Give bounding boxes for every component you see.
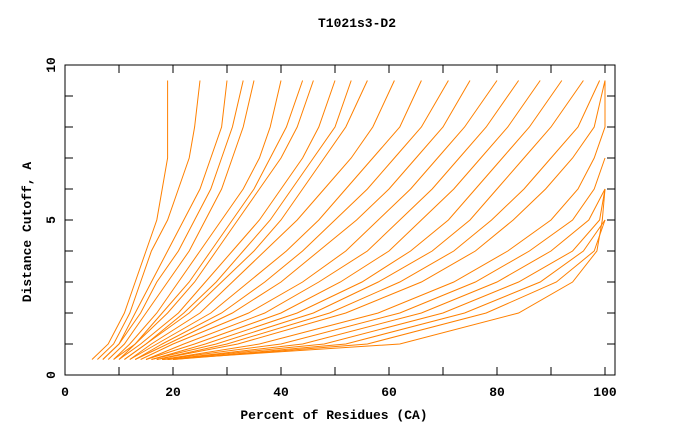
- series-line-11: [129, 80, 395, 360]
- series-line-7: [118, 80, 314, 360]
- y-tick-label: 0: [44, 371, 59, 379]
- axis-ticks: 0 20 40 60 80 100 0 5 10: [44, 57, 617, 400]
- x-axis-label: Percent of Residues (CA): [240, 408, 427, 423]
- series-line-18: [151, 80, 563, 360]
- x-tick-label: 100: [593, 385, 617, 400]
- series-line-27: [172, 219, 606, 360]
- series-line-6: [113, 80, 304, 360]
- x-tick-label: 0: [61, 385, 69, 400]
- series-line-23: [162, 157, 606, 360]
- x-tick-label: 80: [489, 385, 505, 400]
- series-line-4: [107, 80, 255, 360]
- series-line-1: [97, 80, 201, 360]
- series-line-26: [172, 219, 606, 360]
- plot-frame: [64, 64, 616, 376]
- series-line-3: [102, 80, 244, 360]
- chart-title: T1021s3-D2: [318, 16, 396, 31]
- y-tick-label: 10: [44, 57, 59, 73]
- series-line-20: [156, 80, 601, 360]
- series-line-8: [118, 80, 336, 360]
- series-line-14: [134, 80, 471, 360]
- series-line-12: [129, 80, 422, 360]
- series-line-0: [91, 80, 169, 360]
- x-tick-label: 20: [165, 385, 181, 400]
- series-line-15: [140, 80, 498, 360]
- series-line-19: [151, 80, 584, 360]
- series-line-24: [167, 188, 606, 360]
- series-line-22: [162, 80, 606, 360]
- series-line-25: [167, 188, 606, 360]
- series-line-2: [102, 80, 228, 360]
- series-line-5: [113, 80, 282, 360]
- series-line-17: [145, 80, 541, 360]
- series-line-10: [124, 80, 368, 360]
- x-tick-label: 60: [381, 385, 397, 400]
- series-line-21: [156, 80, 606, 360]
- x-tick-label: 40: [273, 385, 289, 400]
- series-line-28: [162, 188, 606, 360]
- series-line-9: [124, 80, 352, 360]
- series-line-13: [134, 80, 449, 360]
- y-axis-label: Distance Cutoff, A: [20, 162, 35, 303]
- series-lines: [91, 80, 606, 360]
- series-line-16: [145, 80, 520, 360]
- y-tick-label: 5: [44, 216, 59, 224]
